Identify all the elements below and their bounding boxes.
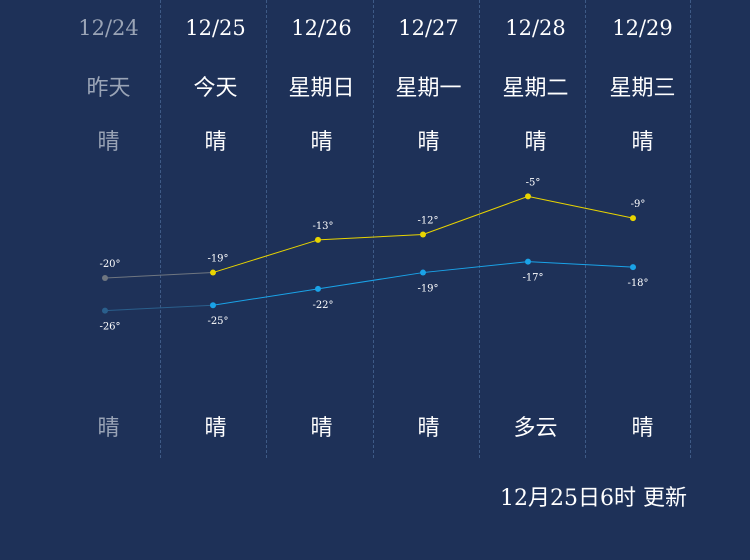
date-label: 12/26 xyxy=(291,16,352,40)
column-separator xyxy=(266,0,267,458)
night-weather-label: 多云 xyxy=(513,416,558,441)
low-temp-label: -22° xyxy=(312,300,333,311)
day-weather-label: 晴 xyxy=(417,130,440,155)
date-label: 12/25 xyxy=(185,16,246,40)
low-temp-label: -17° xyxy=(522,273,543,284)
night-weather-label: 晴 xyxy=(310,416,333,441)
date-label: 12/28 xyxy=(505,16,566,40)
day-column-12-27: 12/27 星期一晴晴 xyxy=(375,0,482,458)
high-temp-label: -12° xyxy=(417,215,438,226)
high-temp-point xyxy=(210,269,216,276)
low-temp-segment xyxy=(317,272,424,290)
low-temp-label: -18° xyxy=(627,278,648,289)
low-temp-label: -19° xyxy=(417,284,438,295)
low-temp-point xyxy=(210,302,216,309)
high-temp-label: -20° xyxy=(99,259,120,270)
low-temp-label: -26° xyxy=(99,322,120,333)
high-temp-label: -19° xyxy=(207,254,228,265)
high-temp-point xyxy=(420,231,426,238)
weekday-label: 星期日 xyxy=(288,76,355,101)
high-temp-segment xyxy=(422,195,529,235)
low-temp-point xyxy=(315,285,321,292)
low-temp-segment xyxy=(422,261,529,274)
high-temp-label: -5° xyxy=(526,177,541,188)
high-temp-segment xyxy=(317,233,424,241)
day-weather-label: 晴 xyxy=(524,130,547,155)
column-separator xyxy=(585,0,586,458)
high-temp-point xyxy=(525,193,531,200)
day-column-12-28: 12/28 星期二晴多云 xyxy=(482,0,589,458)
weekday-label: 昨天 xyxy=(86,76,131,101)
day-weather-label: 晴 xyxy=(97,130,120,155)
low-temp-point xyxy=(630,264,636,271)
low-temp-label: -25° xyxy=(207,316,228,327)
high-temp-segment xyxy=(104,272,214,279)
update-time: 12月25日6时 更新 xyxy=(500,486,687,511)
high-temp-segment xyxy=(212,239,319,274)
low-temp-point xyxy=(420,269,426,276)
column-separator xyxy=(690,0,691,458)
day-column-12-24: 12/24 昨天晴晴 xyxy=(55,0,162,458)
date-label: 12/27 xyxy=(398,16,459,40)
column-separator xyxy=(373,0,374,458)
day-column-12-29: 12/29 星期三晴晴 xyxy=(589,0,696,458)
low-temp-point xyxy=(525,258,531,265)
weekday-label: 星期一 xyxy=(395,76,462,101)
weekday-label: 今天 xyxy=(193,76,238,101)
day-column-12-25: 12/25 今天晴晴 xyxy=(162,0,269,458)
high-temp-label: -13° xyxy=(312,221,333,232)
date-label: 12/24 xyxy=(78,16,139,40)
night-weather-label: 晴 xyxy=(204,416,227,441)
high-temp-label: -9° xyxy=(631,199,646,210)
column-separator xyxy=(479,0,480,458)
night-weather-label: 晴 xyxy=(631,416,654,441)
day-column-12-26: 12/26 星期日晴晴 xyxy=(268,0,375,458)
night-weather-label: 晴 xyxy=(97,416,120,441)
day-weather-label: 晴 xyxy=(631,130,654,155)
weekday-label: 星期三 xyxy=(609,76,676,101)
low-temp-segment xyxy=(104,304,214,312)
low-temp-point xyxy=(102,307,108,314)
date-label: 12/29 xyxy=(612,16,673,40)
column-separator xyxy=(160,0,161,458)
low-temp-segment xyxy=(212,288,319,306)
high-temp-point xyxy=(315,236,321,243)
high-temp-point xyxy=(630,215,636,222)
day-weather-label: 晴 xyxy=(204,130,227,155)
weekday-label: 星期二 xyxy=(502,76,569,101)
night-weather-label: 晴 xyxy=(417,416,440,441)
high-temp-segment xyxy=(527,195,634,219)
low-temp-segment xyxy=(527,261,634,268)
day-weather-label: 晴 xyxy=(310,130,333,155)
high-temp-point xyxy=(102,275,108,281)
